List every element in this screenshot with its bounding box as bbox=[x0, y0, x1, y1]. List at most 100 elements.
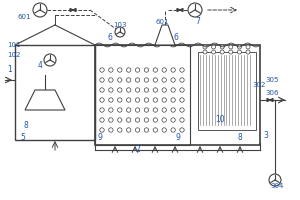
Text: 3: 3 bbox=[263, 130, 268, 140]
Bar bbox=[15, 45, 95, 140]
Circle shape bbox=[144, 128, 148, 132]
Circle shape bbox=[135, 128, 140, 132]
Polygon shape bbox=[70, 8, 76, 11]
Circle shape bbox=[180, 78, 184, 82]
Circle shape bbox=[144, 68, 148, 72]
Text: 601: 601 bbox=[155, 19, 169, 25]
Text: 6: 6 bbox=[108, 33, 113, 43]
Circle shape bbox=[118, 128, 122, 132]
Circle shape bbox=[229, 45, 233, 49]
Text: 101: 101 bbox=[7, 42, 20, 48]
Circle shape bbox=[100, 98, 104, 102]
Circle shape bbox=[109, 98, 113, 102]
Circle shape bbox=[44, 54, 56, 66]
Circle shape bbox=[100, 88, 104, 92]
Circle shape bbox=[180, 68, 184, 72]
Circle shape bbox=[144, 98, 148, 102]
Text: 306: 306 bbox=[265, 90, 278, 96]
Circle shape bbox=[153, 68, 158, 72]
Text: 4: 4 bbox=[38, 62, 43, 71]
Polygon shape bbox=[25, 90, 65, 110]
Bar bbox=[198, 52, 256, 130]
Text: 9: 9 bbox=[98, 134, 103, 142]
Circle shape bbox=[171, 88, 175, 92]
Circle shape bbox=[162, 88, 166, 92]
Circle shape bbox=[144, 78, 148, 82]
Text: 1: 1 bbox=[7, 66, 12, 74]
Circle shape bbox=[127, 128, 131, 132]
Circle shape bbox=[115, 27, 125, 37]
Circle shape bbox=[162, 78, 166, 82]
Circle shape bbox=[153, 78, 158, 82]
Circle shape bbox=[100, 108, 104, 112]
Text: 2: 2 bbox=[135, 146, 140, 154]
Text: 10: 10 bbox=[215, 116, 225, 124]
Circle shape bbox=[109, 108, 113, 112]
Polygon shape bbox=[177, 8, 183, 11]
Circle shape bbox=[212, 45, 216, 49]
Polygon shape bbox=[267, 98, 273, 102]
Circle shape bbox=[127, 78, 131, 82]
Circle shape bbox=[153, 98, 158, 102]
Circle shape bbox=[127, 68, 131, 72]
Circle shape bbox=[135, 108, 140, 112]
Circle shape bbox=[171, 118, 175, 122]
Circle shape bbox=[153, 108, 158, 112]
Circle shape bbox=[118, 88, 122, 92]
Circle shape bbox=[144, 118, 148, 122]
Text: 7: 7 bbox=[195, 18, 200, 26]
Circle shape bbox=[180, 88, 184, 92]
Circle shape bbox=[33, 3, 47, 17]
Circle shape bbox=[100, 78, 104, 82]
Circle shape bbox=[171, 108, 175, 112]
Circle shape bbox=[127, 88, 131, 92]
Circle shape bbox=[212, 50, 216, 54]
Text: 302: 302 bbox=[252, 82, 266, 88]
Bar bbox=[95, 45, 260, 145]
Circle shape bbox=[127, 108, 131, 112]
Circle shape bbox=[220, 45, 224, 49]
Circle shape bbox=[162, 128, 166, 132]
Circle shape bbox=[188, 3, 202, 17]
Circle shape bbox=[162, 68, 166, 72]
Circle shape bbox=[203, 45, 207, 49]
Circle shape bbox=[162, 98, 166, 102]
Circle shape bbox=[109, 88, 113, 92]
Text: 601: 601 bbox=[18, 14, 32, 20]
Circle shape bbox=[100, 118, 104, 122]
Circle shape bbox=[118, 108, 122, 112]
Circle shape bbox=[135, 118, 140, 122]
Circle shape bbox=[109, 78, 113, 82]
Circle shape bbox=[180, 118, 184, 122]
Circle shape bbox=[180, 128, 184, 132]
Circle shape bbox=[171, 68, 175, 72]
Circle shape bbox=[269, 174, 281, 186]
Circle shape bbox=[109, 118, 113, 122]
Circle shape bbox=[118, 98, 122, 102]
Circle shape bbox=[109, 128, 113, 132]
Text: 304: 304 bbox=[270, 183, 284, 189]
Circle shape bbox=[162, 108, 166, 112]
Circle shape bbox=[171, 78, 175, 82]
Text: 102: 102 bbox=[7, 52, 20, 58]
Text: 103: 103 bbox=[113, 22, 127, 28]
Polygon shape bbox=[155, 25, 175, 45]
Circle shape bbox=[109, 68, 113, 72]
Circle shape bbox=[246, 45, 250, 49]
Circle shape bbox=[135, 98, 140, 102]
Circle shape bbox=[118, 68, 122, 72]
Circle shape bbox=[229, 50, 233, 54]
Circle shape bbox=[180, 98, 184, 102]
Circle shape bbox=[171, 128, 175, 132]
Circle shape bbox=[144, 88, 148, 92]
Text: 8: 8 bbox=[238, 134, 243, 142]
Circle shape bbox=[127, 118, 131, 122]
Circle shape bbox=[237, 45, 242, 49]
Circle shape bbox=[118, 118, 122, 122]
Circle shape bbox=[118, 78, 122, 82]
Circle shape bbox=[153, 118, 158, 122]
Circle shape bbox=[203, 50, 207, 54]
Circle shape bbox=[162, 118, 166, 122]
Text: 6: 6 bbox=[173, 33, 178, 43]
Text: 305: 305 bbox=[265, 77, 278, 83]
